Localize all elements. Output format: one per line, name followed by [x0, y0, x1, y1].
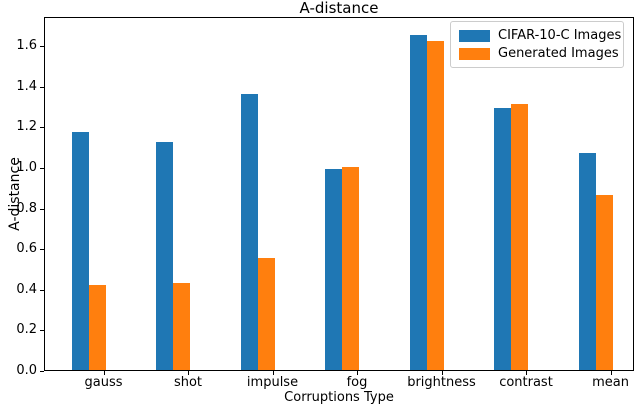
bar-mean-generated: [595, 195, 613, 370]
y-tick-label: 0.0: [16, 363, 37, 378]
chart-title: A-distance: [299, 0, 379, 17]
bar-contrast-cifar: [494, 108, 511, 370]
legend-label: Generated Images: [498, 46, 619, 61]
x-tick-mark: [441, 371, 443, 375]
y-tick-mark: [40, 46, 44, 47]
bar-contrast-generated: [511, 104, 528, 370]
bar-impulse-generated: [257, 258, 275, 370]
bar-gauss-cifar: [71, 132, 89, 370]
y-tick-mark: [40, 208, 44, 210]
bar-mean-cifar: [578, 153, 596, 370]
bar-fog-cifar: [325, 169, 342, 370]
legend-swatch-icon: [459, 48, 490, 60]
y-tick-label: 1.4: [16, 78, 37, 94]
y-tick-label: 0.4: [16, 281, 37, 297]
legend-entry: CIFAR-10-C Images: [459, 27, 621, 45]
bar-brightness-cifar: [409, 35, 427, 370]
x-tick-mark: [357, 371, 358, 375]
plot-area: [44, 17, 634, 371]
x-axis-label: Corruptions Type: [284, 390, 394, 405]
x-tick-label-shot: shot: [173, 375, 203, 390]
x-tick-mark: [610, 371, 612, 375]
legend-label: CIFAR-10-C Images: [498, 28, 622, 43]
bar-impulse-cifar: [240, 94, 258, 370]
y-tick-mark: [40, 249, 44, 251]
x-tick-mark: [526, 371, 527, 375]
x-tick-label-mean: mean: [592, 375, 629, 390]
bar-fog-generated: [342, 167, 359, 370]
x-tick-label-gauss: gauss: [84, 375, 123, 390]
x-tick-label-contrast: contrast: [499, 375, 553, 390]
x-tick-label-brightness: brightness: [407, 375, 476, 390]
y-tick-mark: [40, 371, 44, 372]
y-tick-mark: [40, 86, 44, 88]
y-tick-label: 0.6: [16, 241, 37, 257]
legend-swatch-icon: [459, 30, 490, 42]
x-tick-mark: [103, 371, 105, 375]
y-tick-label: 1.6: [16, 38, 37, 53]
y-tick-label: 1.0: [16, 159, 37, 175]
bar-brightness-generated: [426, 41, 444, 370]
y-tick-mark: [40, 127, 44, 129]
x-tick-mark: [272, 371, 274, 375]
chart-legend: CIFAR-10-C Images Generated Images: [450, 21, 624, 68]
legend-entry: Generated Images: [459, 45, 619, 63]
y-tick-label: 0.8: [16, 200, 37, 216]
y-tick-mark: [40, 330, 44, 332]
y-tick-mark: [40, 289, 44, 291]
y-tick-mark: [40, 167, 44, 169]
bar-shot-cifar: [156, 142, 173, 370]
bar-shot-generated: [173, 283, 190, 370]
x-tick-label-impulse: impulse: [246, 375, 299, 390]
bar-gauss-generated: [88, 285, 106, 370]
x-tick-label-fog: fog: [346, 375, 368, 390]
y-tick-label: 1.2: [16, 119, 37, 135]
x-tick-mark: [188, 371, 189, 375]
y-tick-label: 0.2: [16, 322, 37, 338]
